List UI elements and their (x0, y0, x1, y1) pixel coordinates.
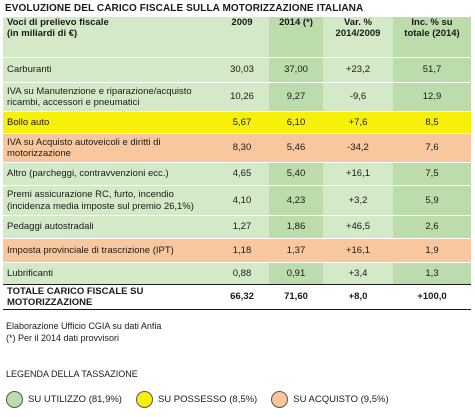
row-2009: 8,30 (215, 133, 269, 163)
table-row: Altro (parcheggi, contravvenzioni ecc.) 4… (3, 162, 471, 186)
header-inc: Inc. % su totale (2014) (393, 17, 471, 58)
legend-item-acquisto: SU ACQUISTO (9,5%) (271, 391, 389, 408)
row-inc: 7,5 (393, 162, 471, 186)
header-2014: 2014 (*) (269, 17, 323, 58)
row-2014: 1,37 (269, 238, 323, 263)
header-voci: Voci di prelievo fiscale (in miliardi di… (3, 17, 215, 58)
legend-item-utilizzo: SU UTILIZZO (81,9%) (6, 391, 122, 408)
total-var: +8,0 (323, 284, 393, 310)
row-inc: 1,9 (393, 238, 471, 263)
total-2014: 71,60 (269, 284, 323, 310)
header-2009: 2009 (215, 17, 269, 58)
legend-item-possesso: SU POSSESSO (8,5%) (135, 391, 258, 408)
legend-label-possesso: SU POSSESSO (8,5%) (157, 394, 258, 405)
row-label: Lubrificanti (3, 262, 215, 285)
row-2014: 5,40 (269, 162, 323, 186)
legend-label-acquisto: SU ACQUISTO (9,5%) (293, 394, 389, 405)
row-var: +23,2 (323, 57, 393, 83)
row-2009: 10,26 (215, 82, 269, 112)
row-2009: 5,67 (215, 111, 269, 134)
row-2014: 1,86 (269, 215, 323, 239)
row-label: Altro (parcheggi, contravvenzioni ecc.) (3, 162, 215, 186)
row-label: Carburanti (3, 57, 215, 83)
row-var: +7,6 (323, 111, 393, 134)
row-2014: 5,46 (269, 133, 323, 163)
footnote: (*) Per il 2014 dati provvisori (6, 332, 120, 343)
table-row: Imposta provinciale di trascrizione (IPT… (3, 238, 471, 263)
row-inc: 1,3 (393, 262, 471, 285)
row-label: Premi assicurazione RC, furto, incendio … (3, 185, 215, 216)
row-2014: 4,23 (269, 185, 323, 216)
header-2009-label: 2009 (231, 17, 253, 28)
header-voci-label: Voci di prelievo fiscale (in miliardi di… (7, 17, 109, 40)
row-2014: 37,00 (269, 57, 323, 83)
row-inc: 8,5 (393, 111, 471, 134)
row-inc: 51,7 (393, 57, 471, 83)
row-2014: 9,27 (269, 82, 323, 112)
tax-table: Voci di prelievo fiscale (in miliardi di… (3, 17, 471, 310)
table-row: IVA su Acquisto autoveicoli e diritti di… (3, 133, 471, 163)
table-row: Carburanti 30,03 37,00 +23,2 51,7 (3, 57, 471, 83)
legend-swatch-possesso (135, 391, 153, 408)
row-var: +3,2 (323, 185, 393, 216)
source-note: Elaborazione Ufficio CGIA su dati Anfia (6, 321, 162, 331)
row-label: IVA su Acquisto autoveicoli e diritti di… (3, 133, 215, 163)
legend: SU UTILIZZO (81,9%) SU POSSESSO (8,5%) S… (6, 391, 403, 408)
header-inc-label: Inc. % su totale (2014) (404, 17, 460, 40)
row-inc: 7,6 (393, 133, 471, 163)
row-label: IVA su Manutenzione e riparazione/acquis… (3, 82, 215, 112)
row-label: Bollo auto (3, 111, 215, 134)
row-2009: 0,88 (215, 262, 269, 285)
row-inc: 2,6 (393, 215, 471, 239)
row-label: Imposta provinciale di trascrizione (IPT… (3, 238, 215, 263)
row-var: +3,4 (323, 262, 393, 285)
row-inc: 5,9 (393, 185, 471, 216)
total-row: TOTALE CARICO FISCALE SU MOTORIZZAZIONE … (3, 284, 471, 310)
header-var-label: Var. % 2014/2009 (335, 17, 381, 40)
row-2009: 4,10 (215, 185, 269, 216)
table-header-row: Voci di prelievo fiscale (in miliardi di… (3, 17, 471, 58)
row-2014: 6,10 (269, 111, 323, 134)
page-title: EVOLUZIONE DEL CARICO FISCALE SULLA MOTO… (5, 3, 364, 14)
table-row: IVA su Manutenzione e riparazione/acquis… (3, 82, 471, 112)
table-row: Pedaggi autostradali 1,27 1,86 +46,5 2,6 (3, 215, 471, 239)
table-row: Lubrificanti 0,88 0,91 +3,4 1,3 (3, 262, 471, 285)
table-row: Bollo auto 5,67 6,10 +7,6 8,5 (3, 111, 471, 134)
table-row: Premi assicurazione RC, furto, incendio … (3, 185, 471, 216)
row-var: +46,5 (323, 215, 393, 239)
header-2014-label: 2014 (*) (279, 17, 313, 28)
row-label: Pedaggi autostradali (3, 215, 215, 239)
row-2009: 30,03 (215, 57, 269, 83)
legend-swatch-utilizzo (6, 391, 23, 408)
row-2009: 4,65 (215, 162, 269, 186)
row-var: +16,1 (323, 238, 393, 263)
row-var: -9,6 (323, 82, 393, 112)
row-2009: 1,27 (215, 215, 269, 239)
total-2009: 66,32 (215, 284, 269, 310)
row-var: -34,2 (323, 133, 393, 163)
total-label: TOTALE CARICO FISCALE SU MOTORIZZAZIONE (3, 284, 215, 310)
legend-label-utilizzo: SU UTILIZZO (81,9%) (28, 394, 122, 405)
row-inc: 12,9 (393, 82, 471, 112)
row-2014: 0,91 (269, 262, 323, 285)
legend-title: LEGENDA DELLA TASSAZIONE (6, 369, 138, 379)
total-inc: +100,0 (393, 284, 471, 310)
row-2009: 1,18 (215, 238, 269, 263)
legend-swatch-acquisto (271, 391, 289, 408)
header-var: Var. % 2014/2009 (323, 17, 393, 58)
notes: Elaborazione Ufficio CGIA su dati Anfia … (6, 321, 161, 344)
row-var: +16,1 (323, 162, 393, 186)
